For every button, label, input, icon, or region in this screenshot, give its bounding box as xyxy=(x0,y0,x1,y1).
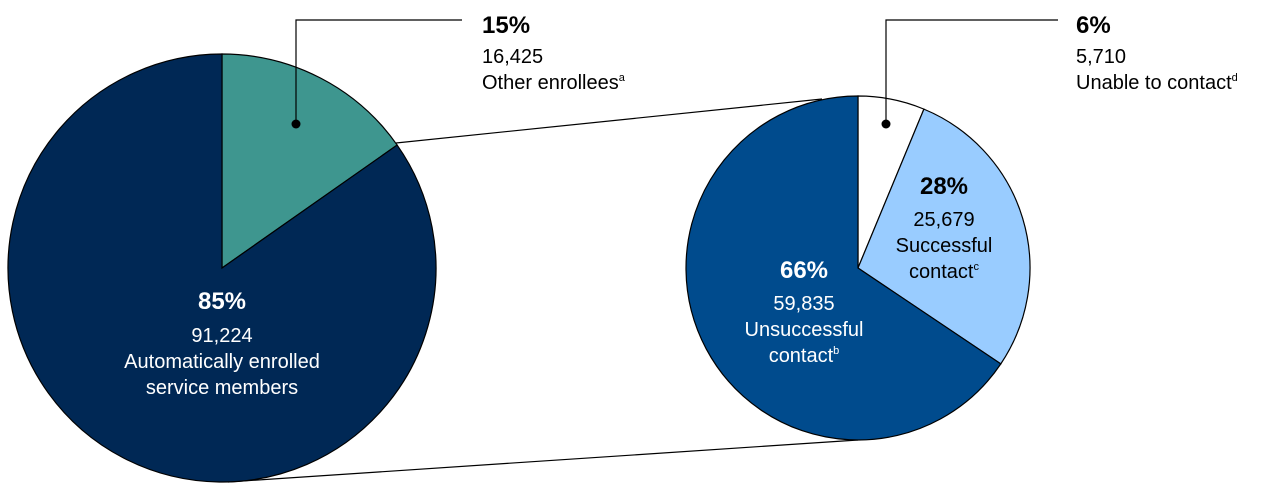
value-label-automatic: 91,224 xyxy=(191,325,252,347)
category-label-unsuccessful-line2: contactb xyxy=(769,345,840,367)
value-label-unable: 5,710 xyxy=(1076,46,1126,68)
percent-label-unsuccessful: 66% xyxy=(780,257,828,284)
footnote-d: d xyxy=(1232,72,1238,84)
percent-label-automatic: 85% xyxy=(198,288,246,315)
category-label-other: Other enrolleesa xyxy=(482,72,626,94)
value-label-unsuccessful: 59,835 xyxy=(773,293,834,315)
footnote-c: c xyxy=(973,261,979,273)
category-label-unsuccessful-line1: Unsuccessful xyxy=(745,319,864,341)
category-label-automatic-line2: service members xyxy=(146,377,298,399)
callout-leaders xyxy=(292,20,1059,129)
unable-to-contact-leader-dot xyxy=(882,120,891,129)
value-label-other: 16,425 xyxy=(482,46,543,68)
category-label-successful-line1: Successful xyxy=(896,235,993,257)
slice-label-other: 15% 16,425 Other enrolleesa xyxy=(482,12,626,94)
category-label-unable: Unable to contactd xyxy=(1076,72,1238,94)
slice-label-unable: 6% 5,710 Unable to contactd xyxy=(1076,12,1238,94)
category-label-successful-line2: contactc xyxy=(909,261,979,283)
category-label-automatic-line1: Automatically enrolled xyxy=(124,351,320,373)
percent-label-unable: 6% xyxy=(1076,12,1111,39)
footnote-a: a xyxy=(619,72,626,84)
percent-label-other: 15% xyxy=(482,12,530,39)
footnote-b: b xyxy=(833,345,839,357)
percent-label-successful: 28% xyxy=(920,173,968,200)
main-pie xyxy=(8,54,436,482)
value-label-successful: 25,679 xyxy=(913,209,974,231)
other-enrollees-leader-dot xyxy=(292,120,301,129)
